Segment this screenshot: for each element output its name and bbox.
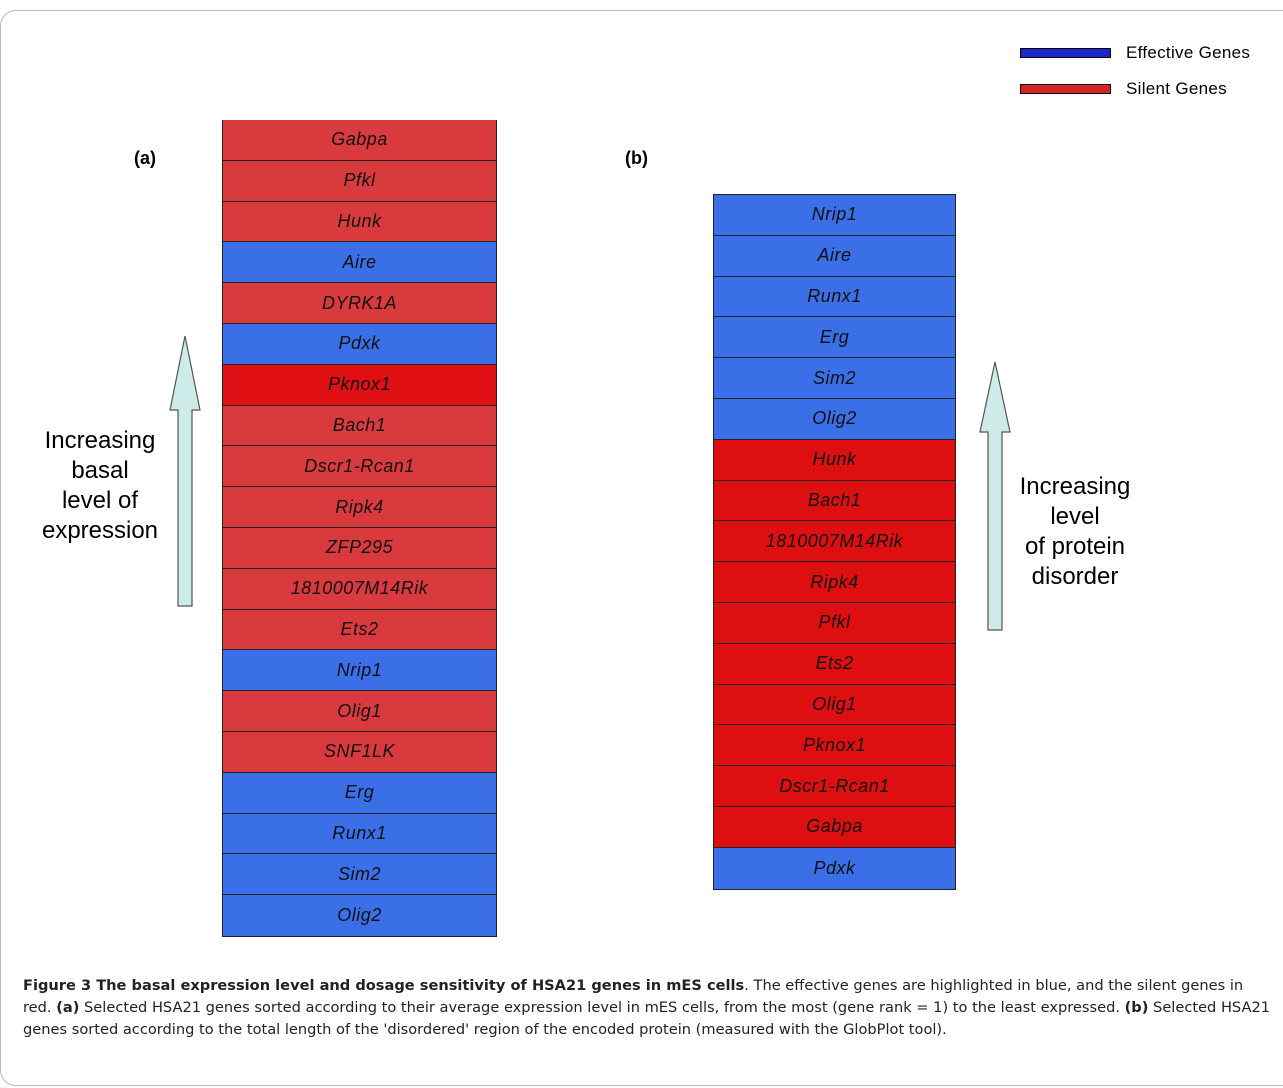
gene-cell: Sim2 — [223, 854, 496, 896]
gene-cell: Dscr1-Rcan1 — [714, 766, 955, 807]
panel-b-label: (b) — [625, 148, 648, 168]
gene-cell: Pknox1 — [714, 725, 955, 767]
gene-cell: SNF1LK — [223, 731, 496, 773]
legend-label-silent: Silent Genes — [1126, 79, 1227, 98]
gene-cell: Pfkl — [223, 160, 496, 202]
panel-b-arrow-text: Increasing level of protein disorder — [1005, 472, 1145, 592]
gene-cell: Runx1 — [714, 276, 955, 318]
legend-item-effective: Effective Genes — [1020, 43, 1250, 63]
gene-cell: Olig1 — [223, 691, 496, 732]
caption-a-text: Selected HSA21 genes sorted according to… — [79, 999, 1125, 1016]
caption-b-label: (b) — [1124, 999, 1149, 1016]
panel-a-gene-column: Gabpa Pfkl Hunk Aire DYRK1A Pdxk Pknox1 Bach1 Ds… — [222, 120, 497, 937]
arrow-text-line: Increasing — [1019, 473, 1131, 500]
gene-cell: Olig2 — [714, 398, 955, 440]
gene-cell: 1810007M14Rik — [714, 521, 955, 563]
arrow-up-icon — [979, 361, 1011, 631]
gene-cell: Sim2 — [714, 358, 955, 399]
gene-cell: Erg — [223, 772, 496, 814]
gene-cell: Gabpa — [223, 120, 496, 161]
gene-cell: Hunk — [714, 439, 955, 481]
arrow-text-line: of protein — [1024, 533, 1126, 560]
gene-cell: ZFP295 — [223, 527, 496, 569]
panel-a-arrow-text: Increasing basal level of expression — [30, 426, 170, 546]
caption-b-text: Selected HSA21 genes sorted according to… — [23, 999, 1271, 1038]
gene-cell: Dscr1-Rcan1 — [223, 446, 496, 488]
gene-cell: Bach1 — [223, 405, 496, 447]
gene-cell: Ets2 — [223, 609, 496, 651]
caption-a-label: (a) — [56, 999, 80, 1016]
arrow-text-line: basal — [71, 457, 129, 484]
panel-b-gene-column: Nrip1 Aire Runx1 Erg Sim2 Olig2 Hunk Bach1 18100… — [713, 194, 956, 890]
gene-cell: Bach1 — [714, 480, 955, 522]
caption-intro: . The effective genes are highlighted in… — [23, 977, 1244, 1016]
arrow-text-line: level — [1050, 503, 1100, 530]
legend-label-effective: Effective Genes — [1126, 43, 1251, 62]
legend-item-silent: Silent Genes — [1020, 79, 1227, 99]
figure-caption: Figure 3 The basal expression level and … — [23, 975, 1273, 1041]
caption-title: Figure 3 The basal expression level and … — [23, 977, 745, 994]
gene-cell: Olig1 — [714, 684, 955, 726]
gene-cell: Erg — [714, 317, 955, 359]
panel-a-label: (a) — [134, 148, 156, 168]
arrow-text-line: expression — [41, 517, 159, 544]
legend-swatch-effective — [1020, 48, 1111, 58]
arrow-up-icon — [169, 335, 201, 607]
arrow-text-line: level of — [61, 487, 139, 514]
legend-swatch-silent — [1020, 84, 1111, 94]
gene-cell: Nrip1 — [714, 195, 955, 236]
gene-cell: Hunk — [223, 201, 496, 243]
gene-cell: Ets2 — [714, 643, 955, 685]
figure-frame — [0, 10, 1283, 1086]
gene-cell: Nrip1 — [223, 650, 496, 692]
gene-cell: Pknox1 — [223, 364, 496, 406]
gene-cell: Aire — [714, 235, 955, 277]
gene-cell: Ripk4 — [223, 487, 496, 528]
gene-cell: DYRK1A — [223, 283, 496, 324]
gene-cell: Pfkl — [714, 602, 955, 644]
gene-cell: Runx1 — [223, 813, 496, 855]
gene-cell: Pdxk — [223, 323, 496, 365]
gene-cell: 1810007M14Rik — [223, 568, 496, 610]
arrow-text-line: disorder — [1031, 563, 1119, 590]
gene-cell: Gabpa — [714, 806, 955, 848]
gene-cell: Olig2 — [223, 895, 496, 936]
arrow-text-line: Increasing — [44, 427, 156, 454]
gene-cell: Aire — [223, 242, 496, 284]
gene-cell: Pdxk — [714, 847, 955, 889]
gene-cell: Ripk4 — [714, 562, 955, 603]
